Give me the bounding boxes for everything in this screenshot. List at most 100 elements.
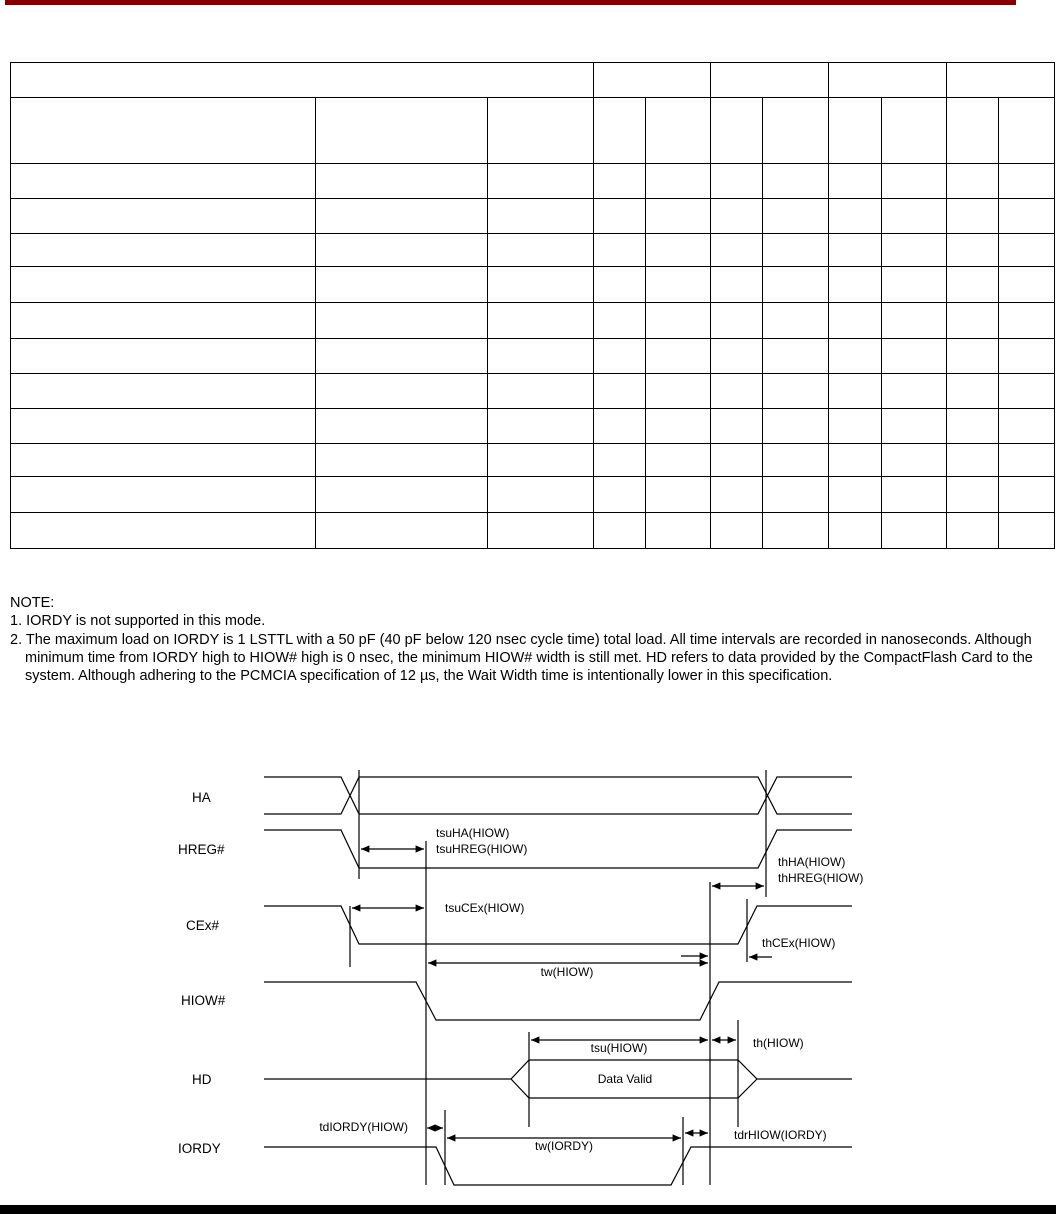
table-cell: [10, 233, 316, 267]
table-cell: [710, 443, 764, 477]
label-th-hiow: th(HIOW): [753, 1036, 804, 1050]
table-cell: [881, 512, 948, 549]
note-2: 2. The maximum load on IORDY is 1 LSTTL …: [10, 631, 1033, 685]
reference-lines: [349, 770, 767, 1185]
table-cell: [762, 408, 830, 444]
table-cell: [998, 408, 1056, 444]
table-cell: [762, 198, 830, 234]
table-cell: [645, 443, 712, 477]
label-tw-hiow: tw(HIOW): [541, 965, 594, 979]
signal-label-hiow: HIOW#: [181, 993, 226, 1008]
table-cell: [828, 443, 883, 477]
table-cell: [762, 302, 830, 339]
table-row: [10, 338, 1056, 374]
table-cell: [645, 338, 712, 374]
table-cell: [710, 62, 830, 98]
label-thhreg: thHREG(HIOW): [778, 871, 863, 885]
wave-hd: [264, 1059, 852, 1099]
table-cell: [10, 373, 316, 409]
table-cell: [645, 266, 712, 303]
table-row: [10, 233, 1056, 267]
table-cell: [10, 163, 316, 199]
table-cell: [946, 443, 1000, 477]
table-cell: [645, 302, 712, 339]
table-cell: [486, 97, 595, 164]
signal-waveforms: [264, 776, 852, 1186]
table-cell: [828, 512, 883, 549]
table-cell: [486, 408, 595, 444]
wave-ha: [264, 776, 852, 815]
table-row: [10, 476, 1056, 513]
table-cell: [645, 512, 712, 549]
label-tsu-hiow: tsu(HIOW): [591, 1041, 648, 1055]
table-cell: [881, 97, 948, 164]
table-cell: [10, 512, 316, 549]
table-cell: [946, 476, 1000, 513]
table-cell: [762, 512, 830, 549]
table-cell: [593, 97, 647, 164]
table-row: [10, 443, 1056, 477]
table-cell: [645, 198, 712, 234]
table-cell: [710, 512, 764, 549]
table-cell: [998, 373, 1056, 409]
table-row: [10, 512, 1056, 549]
signal-label-cex: CEx#: [186, 918, 220, 933]
table-cell: [710, 198, 764, 234]
table-cell: [998, 512, 1056, 549]
wave-hreg: [264, 829, 852, 869]
table-cell: [998, 266, 1056, 303]
table-cell: [593, 198, 647, 234]
table-cell: [946, 302, 1000, 339]
label-tsuha: tsuHA(HIOW): [436, 826, 509, 840]
table-cell: [946, 62, 1056, 98]
table-cell: [710, 266, 764, 303]
wave-hiow: [264, 981, 852, 1021]
table-cell: [881, 233, 948, 267]
table-cell: [998, 338, 1056, 374]
table-cell: [593, 512, 647, 549]
header-bar: [5, 0, 1016, 5]
table-cell: [881, 443, 948, 477]
signal-label-ha: HA: [192, 790, 211, 805]
table-row: [10, 408, 1056, 444]
table-cell: [828, 97, 883, 164]
note-1: 1. IORDY is not supported in this mode.: [10, 613, 266, 630]
table-cell: [315, 373, 488, 409]
table-row: [10, 302, 1056, 339]
table-cell: [593, 302, 647, 339]
signal-label-iordy: IORDY: [178, 1141, 221, 1156]
table-cell: [10, 198, 316, 234]
table-cell: [645, 408, 712, 444]
table-cell: [593, 233, 647, 267]
table-cell: [946, 512, 1000, 549]
wave-iordy: [264, 1146, 852, 1186]
table-cell: [486, 233, 595, 267]
table-cell: [486, 476, 595, 513]
notes-heading: NOTE:: [10, 595, 55, 611]
label-tsuhreg: tsuHREG(HIOW): [436, 842, 527, 856]
table-cell: [828, 302, 883, 339]
table-cell: [946, 338, 1000, 374]
signal-label-hd: HD: [192, 1072, 212, 1087]
table-cell: [486, 338, 595, 374]
timing-arrows: [352, 845, 772, 1142]
label-thha: thHA(HIOW): [778, 855, 845, 869]
table-cell: [998, 163, 1056, 199]
table-cell: [645, 476, 712, 513]
table-cell: [10, 338, 316, 374]
timing-table: [9, 62, 1056, 549]
table-cell: [762, 97, 830, 164]
table-cell: [881, 302, 948, 339]
table-cell: [315, 512, 488, 549]
table-cell: [710, 97, 764, 164]
table-cell: [710, 408, 764, 444]
table-cell: [881, 163, 948, 199]
label-tw-iordy: tw(IORDY): [535, 1139, 593, 1153]
table-cell: [486, 512, 595, 549]
table-cell: [946, 97, 1000, 164]
wave-cex: [264, 905, 852, 945]
table-cell: [946, 266, 1000, 303]
table-cell: [593, 266, 647, 303]
table-cell: [762, 338, 830, 374]
notes: NOTE: 1. IORDY is not supported in this …: [10, 594, 1050, 685]
